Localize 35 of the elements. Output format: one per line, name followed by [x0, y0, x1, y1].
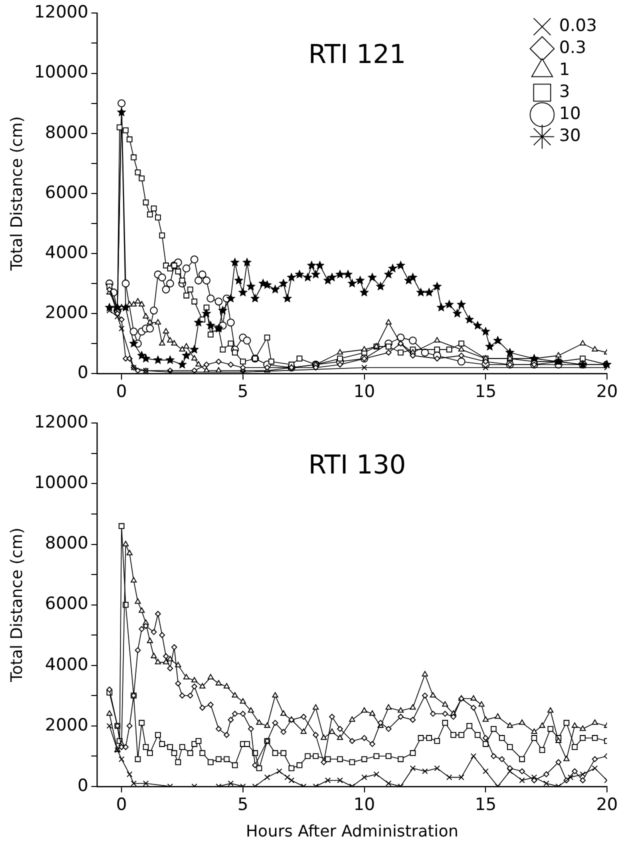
y-tick-label: 4000: [45, 654, 88, 675]
y-tick-label: 2000: [45, 715, 88, 736]
y-tick-label: 12000: [34, 412, 88, 433]
y-tick-label: 0: [77, 776, 88, 796]
y-tick-label: 8000: [45, 122, 88, 143]
y-tick-label: 2000: [45, 302, 88, 323]
x-tick-label: 10: [353, 795, 376, 816]
x-tick-label: 15: [474, 795, 496, 816]
y-tick-label: 6000: [45, 594, 88, 614]
legend-label: 30: [559, 126, 581, 146]
text: RTI 130: [308, 450, 406, 481]
y-tick-label: 0: [77, 363, 88, 384]
text: RTI 121: [308, 40, 406, 70]
x-tick-label: 0: [116, 795, 127, 816]
y-axis-title: Total Distance (cm): [6, 116, 26, 272]
x-tick-label: 20: [596, 382, 618, 402]
legend-label: 10: [559, 104, 581, 124]
x-tick-label: 10: [353, 382, 376, 402]
legend-label: 0.03: [559, 16, 598, 36]
legend-label: 0.3: [559, 38, 586, 58]
x-tick-label: 5: [238, 795, 248, 816]
legend-label: 3: [559, 82, 570, 102]
y-tick-label: 10000: [34, 62, 88, 83]
y-axis-title: Total Distance (cm): [6, 528, 26, 683]
x-tick-label: 20: [596, 795, 618, 816]
y-tick-label: 4000: [45, 242, 88, 263]
x-axis-title: Hours After Administration: [246, 822, 458, 841]
x-tick-label: 0: [116, 382, 127, 402]
y-tick-label: 10000: [34, 473, 88, 494]
x-tick-label: 5: [238, 382, 248, 402]
y-tick-label: 12000: [34, 2, 88, 23]
y-tick-label: 6000: [45, 182, 88, 203]
y-tick-label: 8000: [45, 534, 88, 554]
legend-label: 1: [559, 60, 570, 80]
x-tick-label: 15: [474, 382, 496, 402]
